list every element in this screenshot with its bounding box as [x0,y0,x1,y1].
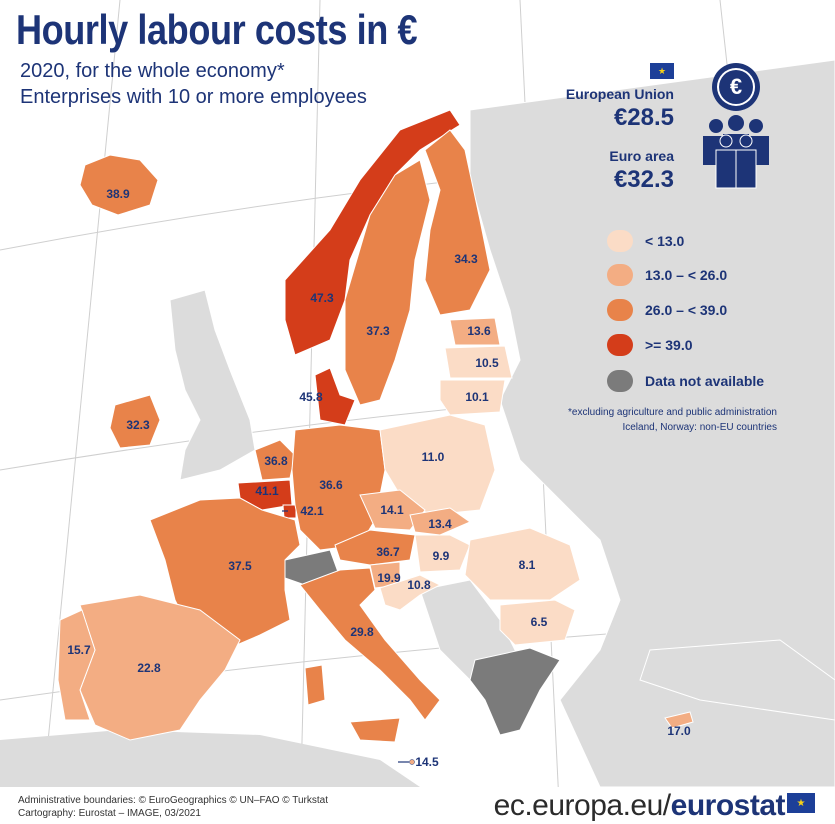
turkey [639,639,835,721]
legend-item: Data not available [607,370,764,392]
value-label-france: 37.5 [228,559,252,573]
value-label-belgium: 41.1 [255,484,279,498]
uk [169,289,256,481]
value-label-czechia: 14.1 [380,503,404,517]
legend-item: >= 39.0 [607,334,693,356]
value-label-luxembourg: 42.1 [300,504,324,518]
value-label-austria: 36.7 [376,545,400,559]
value-label-croatia: 10.8 [407,578,431,592]
value-label-cyprus: 17.0 [667,724,691,738]
legend-item: < 13.0 [607,230,684,252]
site-prefix: ec.europa.eu/ [493,789,671,822]
country-bulgaria [499,599,576,646]
value-label-bulgaria: 6.5 [530,615,548,629]
subtitle-line1: 2020, for the whole economy* [20,60,285,82]
value-label-germany: 36.6 [319,478,343,492]
value-label-sweden: 37.3 [366,324,390,338]
legend-swatch [607,264,633,286]
value-label-norway: 47.3 [310,291,334,305]
country-romania [464,527,581,601]
legend-item: 26.0 – < 39.0 [607,299,727,321]
value-label-latvia: 10.5 [475,356,499,370]
country-croatia [379,574,442,611]
euro-people-icon [703,63,769,189]
value-label-malta: 14.5 [415,755,439,769]
sicily [349,717,401,743]
legend-label: 13.0 – < 26.0 [645,267,728,283]
value-label-denmark: 45.8 [299,390,323,404]
subtitle-line2: Enterprises with 10 or more employees [20,86,367,108]
value-label-italy: 29.8 [350,625,374,639]
value-label-poland: 11.0 [421,450,445,464]
value-label-slovenia: 19.9 [377,571,401,585]
country-ireland [109,394,161,449]
ea-label: Euro area [609,148,674,164]
country-italy [299,567,441,721]
footer-bar [0,787,835,824]
value-label-hungary: 9.9 [432,549,450,563]
page-title: Hourly labour costs in € [16,6,418,53]
sardinia [304,664,326,706]
legend-label: < 13.0 [645,233,685,249]
footnote-1: *excluding agriculture and public admini… [567,407,777,418]
value-label-lithuania: 10.1 [465,390,489,404]
site-link[interactable]: ec.europa.eu/eurostat [493,789,786,823]
country-finland [424,129,491,316]
ea-value: €32.3 [613,166,674,193]
eu-flag-icon: ★ [787,793,815,813]
footnote-2: Iceland, Norway: non-EU countries [622,422,777,433]
country-estonia [449,317,501,346]
country-poland [379,414,496,516]
country-lithuania [439,379,506,416]
country-slovakia [409,507,472,536]
country-latvia [444,345,513,379]
country-hungary [414,534,471,573]
credit-line1: Administrative boundaries: © EuroGeograp… [18,795,329,806]
value-label-iceland: 38.9 [106,187,130,201]
country-malta [409,759,415,765]
eu-value: €28.5 [613,104,674,131]
legend-swatch [607,230,633,252]
country-iceland [79,154,159,216]
country-greece [469,647,561,736]
country-cyprus [664,711,694,729]
country-belgium [237,479,293,511]
eu-label: European Union [565,86,674,102]
value-label-netherlands: 36.8 [264,454,288,468]
legend-label: >= 39.0 [645,337,693,353]
country-luxembourg [282,504,297,519]
value-label-ireland: 32.3 [126,418,150,432]
country-sweden [344,159,431,406]
country-portugal [57,609,96,721]
country-denmark [314,367,356,426]
legend-swatch [607,370,633,392]
credit-line2: Cartography: Eurostat – IMAGE, 03/2021 [18,808,201,819]
eu-flag-icon: ★ [650,63,674,79]
legend-label: Data not available [645,373,765,389]
country-austria [334,529,416,566]
value-label-spain: 22.8 [137,661,161,675]
value-label-slovakia: 13.4 [428,517,452,531]
euro-symbol: € [729,74,743,99]
legend-item: 13.0 – < 26.0 [607,264,727,286]
value-label-finland: 34.3 [454,252,478,266]
legend-swatch [607,334,633,356]
value-label-portugal: 15.7 [67,643,91,657]
legend-label: 26.0 – < 39.0 [645,302,728,318]
legend-swatch [607,299,633,321]
value-label-estonia: 13.6 [467,324,491,338]
north-africa [0,730,420,787]
value-label-romania: 8.1 [518,558,536,572]
site-brand: eurostat [670,789,786,822]
